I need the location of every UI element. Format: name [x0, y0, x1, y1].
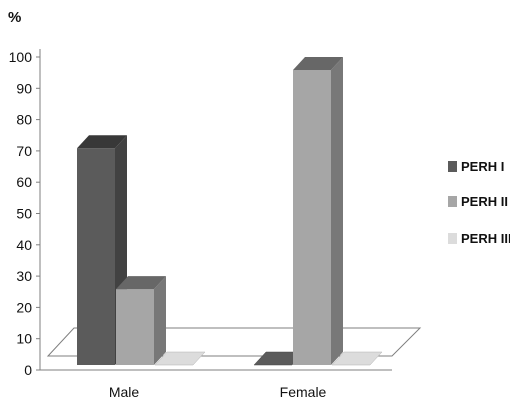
bar-male-series-2: [116, 276, 166, 365]
x-axis: Male Female: [109, 384, 327, 400]
y-axis: 0 10 20 30 40 50 60 70 80 90 100: [9, 49, 392, 378]
bar-top: [293, 57, 343, 70]
bar-female-series-3: [331, 351, 383, 366]
y-tick-label: 30: [16, 268, 32, 284]
bar-female-series-2: [293, 57, 343, 365]
bar-front: [116, 289, 154, 365]
y-tick-label: 90: [16, 80, 32, 96]
legend-label: PERH III: [461, 231, 510, 246]
bar-side: [154, 276, 166, 365]
y-tick-label: 40: [16, 237, 32, 253]
y-tick-label: 80: [16, 112, 32, 128]
y-tick-label: 50: [16, 206, 32, 222]
legend-swatch: [448, 233, 457, 244]
legend-swatch: [448, 161, 457, 172]
y-tick-label: 20: [16, 299, 32, 315]
y-tick-label: 0: [24, 362, 32, 378]
bar-top: [116, 276, 166, 290]
x-category-label: Male: [109, 384, 140, 400]
legend-item: PERH III: [448, 231, 510, 246]
legend-label: PERH II: [461, 194, 508, 209]
bar-top: [77, 135, 127, 149]
x-category-label: Female: [280, 384, 327, 400]
legend-item: PERH I: [448, 159, 504, 174]
y-tick-label: 70: [16, 143, 32, 159]
y-tick-label: 10: [16, 331, 32, 347]
y-tick-label: 100: [9, 49, 33, 65]
legend-item: PERH II: [448, 194, 508, 209]
bar-front: [293, 70, 331, 365]
bars: [77, 57, 383, 366]
bar-side: [331, 57, 343, 365]
bar-slab: [154, 351, 206, 366]
y-unit-label: %: [8, 9, 21, 26]
legend-swatch: [448, 196, 457, 207]
legend: PERH I PERH II PERH III: [448, 159, 510, 246]
bar-male-series-3: [154, 351, 206, 366]
bar-slab: [331, 351, 383, 366]
y-tick-label: 60: [16, 174, 32, 190]
bar-front: [77, 148, 115, 365]
legend-label: PERH I: [461, 159, 504, 174]
